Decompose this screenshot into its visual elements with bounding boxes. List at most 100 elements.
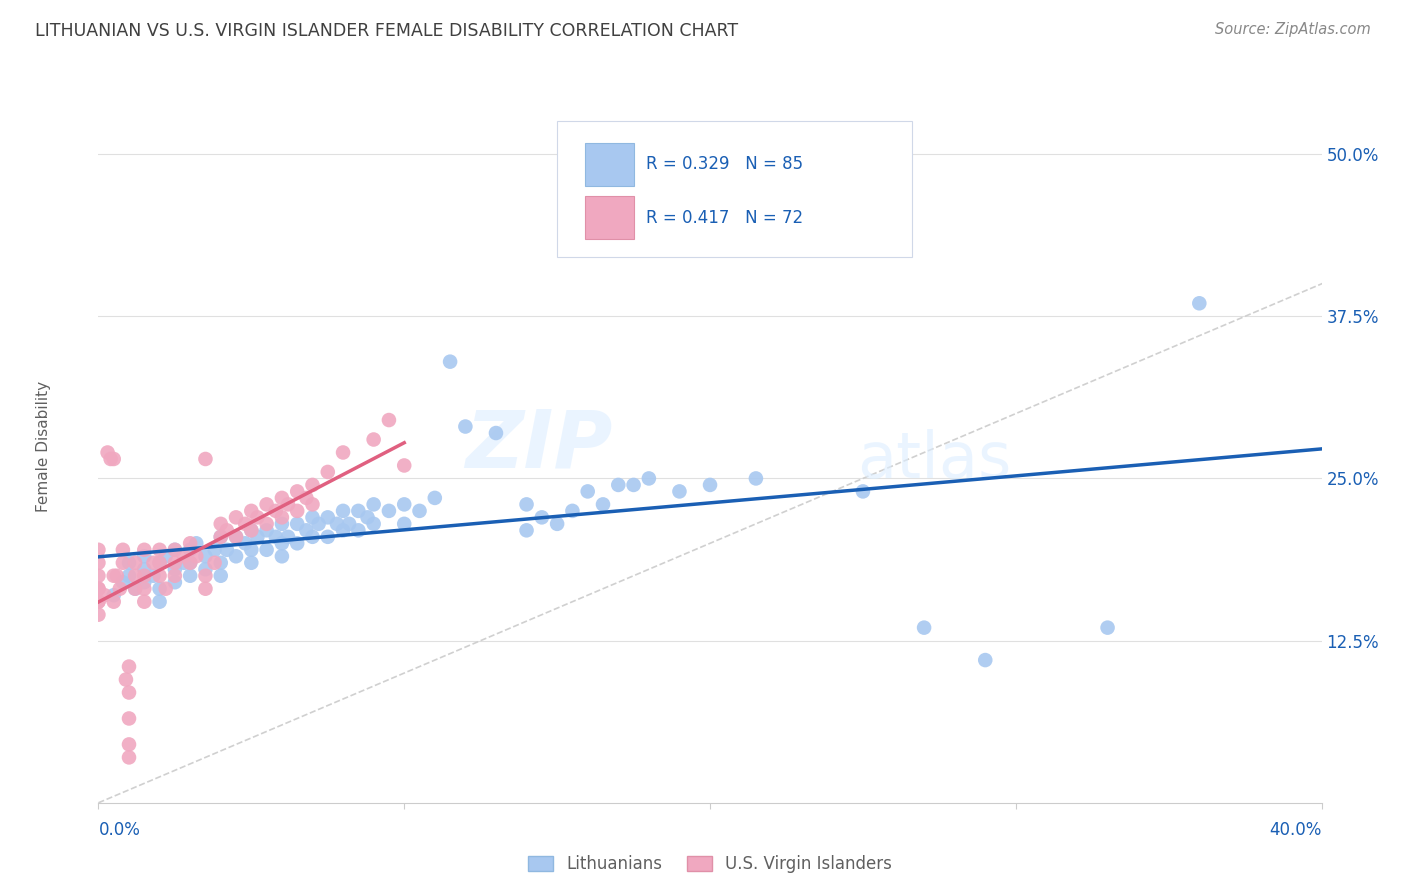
Point xyxy=(347,524,370,538)
Point xyxy=(240,556,263,570)
Point xyxy=(270,510,292,524)
Point xyxy=(209,530,232,544)
Point xyxy=(194,582,217,596)
Text: Female Disability: Female Disability xyxy=(37,380,51,512)
Point xyxy=(124,568,146,582)
Point xyxy=(285,504,308,518)
Point xyxy=(270,516,292,531)
Point xyxy=(87,542,110,557)
Point xyxy=(149,568,172,582)
Text: R = 0.417   N = 72: R = 0.417 N = 72 xyxy=(647,209,804,227)
Point xyxy=(134,568,156,582)
Point xyxy=(225,510,247,524)
Point xyxy=(356,510,378,524)
Point xyxy=(93,588,115,602)
Point xyxy=(225,530,247,544)
Point xyxy=(134,595,156,609)
Point xyxy=(103,568,125,582)
Point xyxy=(163,568,186,582)
Point xyxy=(546,516,568,531)
Text: atlas: atlas xyxy=(856,429,1011,491)
Point xyxy=(392,516,416,531)
Point xyxy=(246,510,269,524)
Point xyxy=(134,542,156,557)
Point xyxy=(246,530,269,544)
Point xyxy=(87,582,110,596)
Point xyxy=(378,504,401,518)
Point xyxy=(699,478,721,492)
Point xyxy=(264,530,287,544)
Point xyxy=(454,419,477,434)
Point xyxy=(301,510,323,524)
Point xyxy=(173,549,195,564)
Point xyxy=(295,491,318,505)
Point xyxy=(623,478,645,492)
Point xyxy=(194,562,217,576)
Point xyxy=(155,549,177,564)
Point xyxy=(118,568,141,582)
Point xyxy=(118,750,141,764)
Point xyxy=(179,542,201,557)
Point xyxy=(1188,296,1211,310)
Point xyxy=(149,542,172,557)
Point xyxy=(149,595,172,609)
Point xyxy=(852,484,875,499)
Point xyxy=(118,711,141,725)
Point xyxy=(308,516,330,531)
Point xyxy=(316,510,339,524)
Point xyxy=(301,530,323,544)
Text: 40.0%: 40.0% xyxy=(1270,821,1322,838)
Point xyxy=(118,659,141,673)
Point xyxy=(233,516,256,531)
Point xyxy=(256,524,278,538)
Point xyxy=(439,354,461,368)
Point xyxy=(592,497,614,511)
Point xyxy=(134,582,156,596)
Point xyxy=(209,556,232,570)
Point xyxy=(103,595,125,609)
Point xyxy=(337,516,360,531)
Point xyxy=(285,536,308,550)
Point xyxy=(285,484,308,499)
Point xyxy=(285,516,308,531)
Point xyxy=(186,536,208,550)
Point xyxy=(194,568,217,582)
Point xyxy=(240,524,263,538)
Point xyxy=(173,556,195,570)
Point xyxy=(326,516,349,531)
Point xyxy=(163,542,186,557)
Point xyxy=(118,556,141,570)
Point xyxy=(163,575,186,590)
Point xyxy=(270,549,292,564)
Point xyxy=(363,497,385,511)
Point xyxy=(912,621,935,635)
Point xyxy=(179,536,201,550)
Point xyxy=(111,556,134,570)
Point xyxy=(392,497,416,511)
Point xyxy=(516,497,538,511)
Point xyxy=(163,562,186,576)
Point xyxy=(209,568,232,582)
Point xyxy=(209,530,232,544)
Point xyxy=(111,542,134,557)
Point xyxy=(87,595,110,609)
Point xyxy=(204,556,226,570)
Point xyxy=(607,478,630,492)
Point xyxy=(256,516,278,531)
Point xyxy=(295,524,318,538)
Point xyxy=(363,516,385,531)
Point xyxy=(100,452,122,467)
Point xyxy=(277,530,299,544)
Point xyxy=(270,536,292,550)
Point xyxy=(392,458,416,473)
Point xyxy=(974,653,997,667)
Point xyxy=(256,497,278,511)
Point xyxy=(111,575,134,590)
Point xyxy=(316,530,339,544)
Point xyxy=(186,549,208,564)
Point xyxy=(225,530,247,544)
Point xyxy=(215,542,238,557)
Point xyxy=(108,582,131,596)
Point xyxy=(240,504,263,518)
Point xyxy=(1097,621,1119,635)
